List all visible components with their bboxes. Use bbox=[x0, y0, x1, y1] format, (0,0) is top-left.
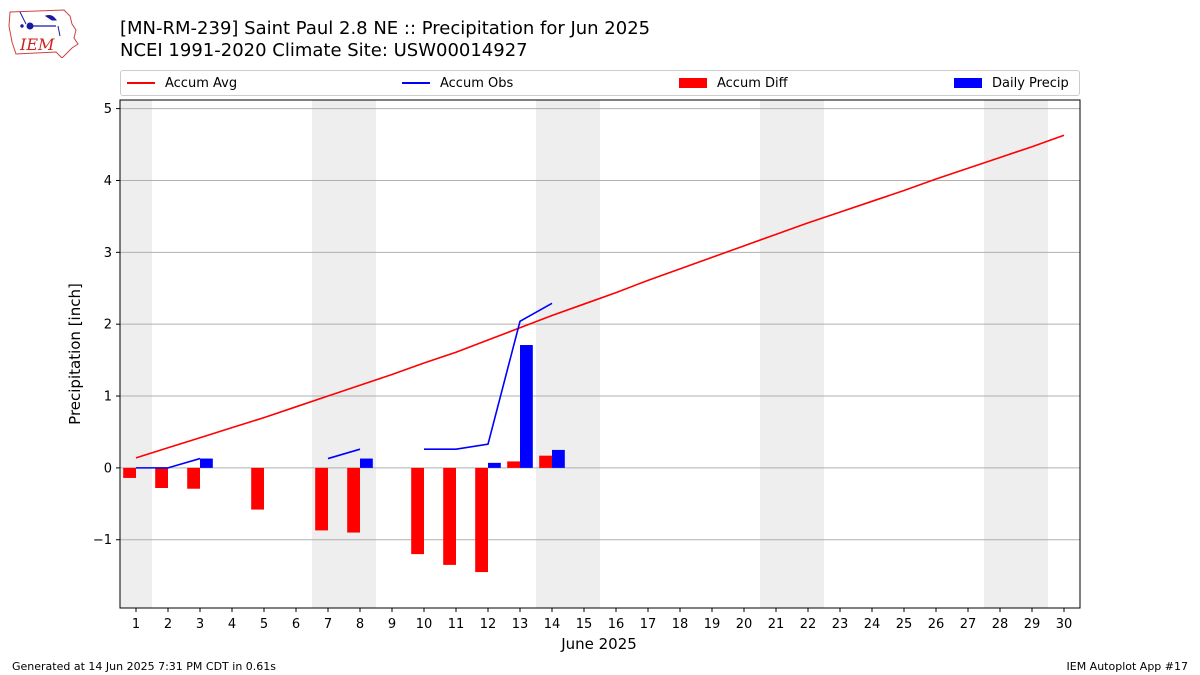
bar-daily-precip bbox=[488, 462, 501, 468]
weekend-band bbox=[312, 100, 376, 608]
y-tick-label: 3 bbox=[104, 246, 112, 261]
x-tick-label: 12 bbox=[480, 617, 497, 632]
iem-logo: IEM bbox=[8, 9, 79, 58]
weekend-band bbox=[984, 100, 1048, 608]
x-tick-label: 23 bbox=[832, 617, 849, 632]
bar-accum-diff bbox=[475, 467, 488, 573]
y-tick-label: −1 bbox=[93, 533, 112, 548]
bar-daily-precip bbox=[552, 449, 565, 468]
x-tick-label: 29 bbox=[1024, 617, 1041, 632]
bar-daily-precip bbox=[200, 458, 213, 468]
x-tick-label: 2 bbox=[164, 617, 172, 632]
x-tick-label: 8 bbox=[356, 617, 364, 632]
y-tick-label: 4 bbox=[104, 174, 112, 189]
bar-accum-diff bbox=[187, 467, 200, 489]
line-accum-obs bbox=[424, 302, 553, 451]
bar-accum-diff bbox=[123, 467, 136, 478]
weekend-band bbox=[120, 100, 152, 608]
x-tick-label: 27 bbox=[960, 617, 977, 632]
chart-legend: Accum Avg Accum Obs Accum Diff Daily Pre… bbox=[120, 70, 1080, 96]
x-axis-label: June 2025 bbox=[560, 635, 637, 653]
legend-label-daily-precip: Daily Precip bbox=[992, 75, 1069, 91]
footer-app: IEM Autoplot App #17 bbox=[1066, 660, 1189, 673]
x-tick-label: 20 bbox=[736, 617, 753, 632]
x-tick-label: 30 bbox=[1056, 617, 1073, 632]
bar-daily-precip bbox=[360, 458, 373, 468]
bar-accum-diff bbox=[315, 467, 328, 531]
x-tick-label: 5 bbox=[260, 617, 268, 632]
y-axis-ticks: −1 0 1 2 3 4 5 bbox=[93, 102, 120, 548]
legend-item-accum-avg: Accum Avg bbox=[127, 74, 237, 92]
legend-item-accum-diff: Accum Diff bbox=[679, 74, 788, 92]
y-tick-label: 0 bbox=[104, 461, 112, 476]
bar-accum-diff bbox=[251, 467, 264, 510]
logo-text: IEM bbox=[19, 35, 55, 54]
x-tick-label: 9 bbox=[388, 617, 396, 632]
bar-accum-diff bbox=[411, 467, 424, 555]
x-tick-label: 17 bbox=[640, 617, 657, 632]
x-tick-label: 14 bbox=[544, 617, 561, 632]
x-tick-label: 18 bbox=[672, 617, 689, 632]
x-tick-label: 22 bbox=[800, 617, 817, 632]
line-accum-avg bbox=[135, 134, 1065, 459]
line-accum-obs bbox=[136, 457, 201, 469]
weekend-shading bbox=[120, 100, 1048, 608]
legend-label-accum-diff: Accum Diff bbox=[717, 75, 788, 91]
chart-title: [MN-RM-239] Saint Paul 2.8 NE :: Precipi… bbox=[120, 18, 651, 39]
x-tick-label: 25 bbox=[896, 617, 913, 632]
x-tick-label: 26 bbox=[928, 617, 945, 632]
x-tick-label: 10 bbox=[416, 617, 433, 632]
chart-subtitle: NCEI 1991-2020 Climate Site: USW00014927 bbox=[120, 40, 528, 61]
legend-swatch-accum-avg bbox=[127, 82, 155, 84]
y-tick-label: 2 bbox=[104, 318, 112, 333]
y-tick-label: 1 bbox=[104, 390, 112, 405]
line-accum-obs bbox=[327, 448, 361, 460]
bar-daily-precip bbox=[520, 345, 533, 468]
x-tick-label: 3 bbox=[196, 617, 204, 632]
x-tick-label: 4 bbox=[228, 617, 236, 632]
legend-item-daily-precip: Daily Precip bbox=[954, 74, 1069, 92]
x-axis-ticks: 1 2 3 4 5 6 7 8 9 10 11 12 13 14 15 16 17 18 19 20 21 22 23 24 2… bbox=[132, 608, 1072, 632]
bar-accum-diff bbox=[443, 467, 456, 565]
legend-item-accum-obs: Accum Obs bbox=[402, 74, 513, 92]
x-tick-label: 24 bbox=[864, 617, 881, 632]
y-axis-label: Precipitation [inch] bbox=[66, 283, 84, 425]
bar-accum-diff bbox=[539, 455, 552, 468]
weekend-band bbox=[760, 100, 824, 608]
grid-lines bbox=[120, 108, 1080, 541]
weather-icons bbox=[19, 11, 61, 37]
x-tick-label: 7 bbox=[324, 617, 332, 632]
x-tick-label: 16 bbox=[608, 617, 625, 632]
y-tick-label: 5 bbox=[104, 102, 112, 117]
bar-accum-diff bbox=[155, 467, 168, 489]
legend-swatch-daily-precip bbox=[954, 78, 982, 88]
bar-accum-diff bbox=[347, 467, 360, 533]
x-tick-label: 19 bbox=[704, 617, 721, 632]
footer-generated: Generated at 14 Jun 2025 7:31 PM CDT in … bbox=[12, 660, 277, 673]
x-tick-label: 15 bbox=[576, 617, 593, 632]
lines bbox=[135, 134, 1065, 469]
weekend-band bbox=[536, 100, 600, 608]
bars bbox=[123, 345, 565, 573]
legend-swatch-accum-diff bbox=[679, 78, 707, 88]
legend-label-accum-obs: Accum Obs bbox=[440, 75, 514, 91]
x-tick-label: 6 bbox=[292, 617, 300, 632]
x-tick-label: 13 bbox=[512, 617, 529, 632]
bar-accum-diff bbox=[507, 461, 520, 468]
iowa-outline bbox=[8, 9, 79, 58]
x-tick-label: 1 bbox=[132, 617, 140, 632]
legend-swatch-accum-obs bbox=[402, 82, 430, 84]
x-tick-label: 11 bbox=[448, 617, 465, 632]
x-tick-label: 21 bbox=[768, 617, 785, 632]
x-tick-label: 28 bbox=[992, 617, 1009, 632]
plot-frame bbox=[119, 99, 1081, 609]
legend-label-accum-avg: Accum Avg bbox=[165, 75, 238, 91]
